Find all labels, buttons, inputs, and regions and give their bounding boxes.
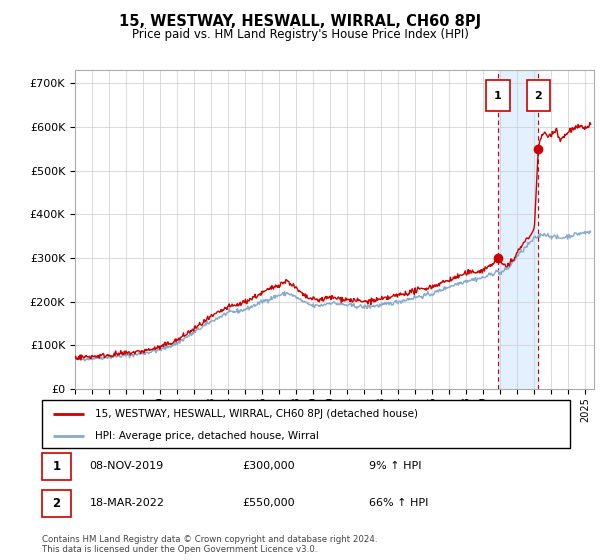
Text: 1: 1 [494, 91, 502, 101]
Bar [498, 70, 538, 389]
Text: 08-NOV-2019: 08-NOV-2019 [89, 461, 164, 471]
FancyBboxPatch shape [527, 80, 550, 111]
Text: 9% ↑ HPI: 9% ↑ HPI [370, 461, 422, 471]
FancyBboxPatch shape [42, 400, 570, 448]
Text: 2: 2 [535, 91, 542, 101]
Text: Contains HM Land Registry data © Crown copyright and database right 2024.
This d: Contains HM Land Registry data © Crown c… [42, 535, 377, 554]
Text: 15, WESTWAY, HESWALL, WIRRAL, CH60 8PJ (detached house): 15, WESTWAY, HESWALL, WIRRAL, CH60 8PJ (… [95, 409, 418, 419]
Text: HPI: Average price, detached house, Wirral: HPI: Average price, detached house, Wirr… [95, 431, 319, 441]
Text: £300,000: £300,000 [242, 461, 295, 471]
Text: Price paid vs. HM Land Registry's House Price Index (HPI): Price paid vs. HM Land Registry's House … [131, 28, 469, 41]
Text: 2: 2 [52, 497, 61, 510]
Text: 66% ↑ HPI: 66% ↑ HPI [370, 498, 429, 508]
FancyBboxPatch shape [42, 490, 71, 517]
Text: 15, WESTWAY, HESWALL, WIRRAL, CH60 8PJ: 15, WESTWAY, HESWALL, WIRRAL, CH60 8PJ [119, 14, 481, 29]
Text: 1: 1 [52, 460, 61, 473]
Text: 18-MAR-2022: 18-MAR-2022 [89, 498, 164, 508]
FancyBboxPatch shape [487, 80, 510, 111]
Text: £550,000: £550,000 [242, 498, 295, 508]
FancyBboxPatch shape [42, 453, 71, 479]
